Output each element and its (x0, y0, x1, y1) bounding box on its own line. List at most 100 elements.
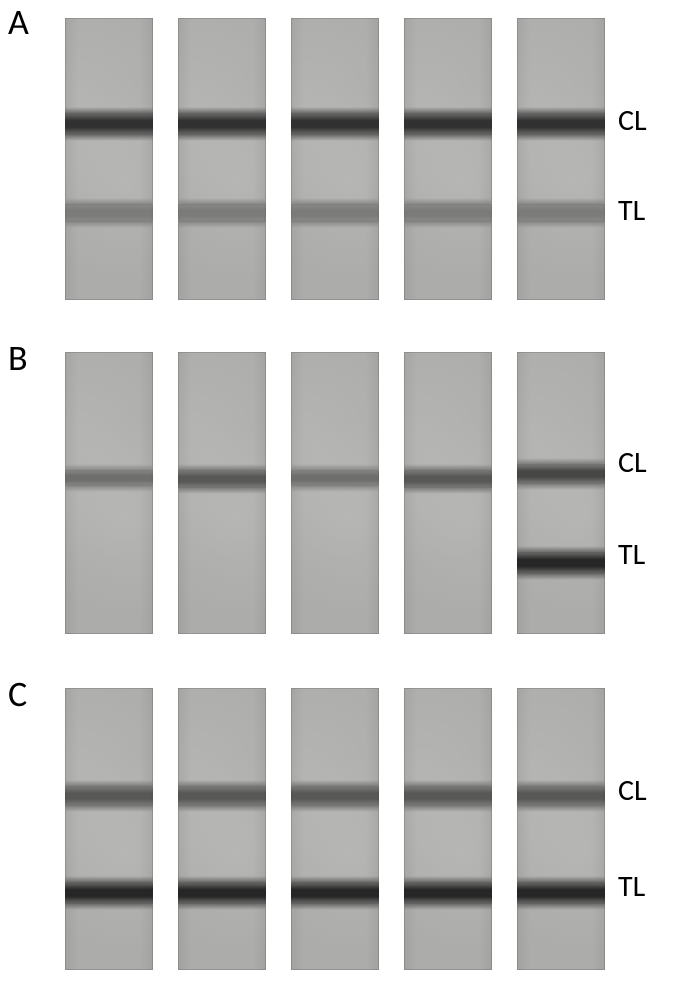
label-tl-C: TL (618, 868, 645, 905)
band-bottom-fade (65, 904, 153, 910)
band-core (291, 113, 379, 135)
strip-shade (404, 18, 492, 300)
band-B-5-2 (517, 546, 605, 580)
strip-shade (517, 352, 605, 634)
band-core (517, 882, 605, 904)
band-B-3-1 (291, 464, 379, 492)
strip-A-3 (291, 18, 379, 300)
strip-B-5 (517, 352, 605, 634)
band-core (291, 470, 379, 486)
band-A-5-2 (517, 198, 605, 228)
strip-B-1 (65, 352, 153, 634)
band-bottom-fade (517, 904, 605, 910)
band-C-3-2 (291, 876, 379, 910)
band-A-3-2 (291, 198, 379, 228)
band-core (291, 204, 379, 222)
strip-A-2 (178, 18, 266, 300)
band-bottom-fade (404, 222, 492, 228)
band-B-4-1 (404, 464, 492, 494)
band-core (517, 113, 605, 135)
band-bottom-fade (404, 488, 492, 494)
strip-shade (178, 18, 266, 300)
band-B-2-1 (178, 464, 266, 494)
strip-shade (65, 18, 153, 300)
band-core (178, 470, 266, 488)
strip-shade (291, 18, 379, 300)
band-bottom-fade (291, 486, 379, 492)
band-B-5-1 (517, 458, 605, 490)
band-C-3-1 (291, 780, 379, 812)
band-core (178, 882, 266, 904)
lateral-flow-figure: A B C CLTLCLTLCLTL (0, 0, 688, 1000)
band-core (65, 786, 153, 806)
panel-label-c: C (8, 672, 27, 716)
band-core (178, 113, 266, 135)
band-C-1-1 (65, 780, 153, 812)
band-core (404, 204, 492, 222)
band-bottom-fade (65, 486, 153, 492)
band-core (517, 786, 605, 806)
band-C-2-2 (178, 876, 266, 910)
band-core (178, 204, 266, 222)
strip-B-3 (291, 352, 379, 634)
band-bottom-fade (291, 222, 379, 228)
strip-shade (517, 18, 605, 300)
band-C-5-1 (517, 780, 605, 812)
band-bottom-fade (178, 222, 266, 228)
strip-C-2 (178, 688, 266, 970)
band-core (291, 786, 379, 806)
strip-B-2 (178, 352, 266, 634)
strip-C-3 (291, 688, 379, 970)
label-cl-A: CL (618, 102, 647, 139)
band-core (65, 470, 153, 486)
band-core (65, 882, 153, 904)
band-A-1-1 (65, 107, 153, 141)
band-bottom-fade (404, 806, 492, 812)
band-core (517, 204, 605, 222)
band-bottom-fade (404, 135, 492, 141)
band-bottom-fade (517, 574, 605, 580)
label-tl-A: TL (618, 192, 645, 229)
band-C-4-2 (404, 876, 492, 910)
strip-shade (517, 688, 605, 970)
band-core (404, 113, 492, 135)
band-bottom-fade (291, 806, 379, 812)
band-C-1-2 (65, 876, 153, 910)
band-C-5-2 (517, 876, 605, 910)
strip-C-1 (65, 688, 153, 970)
band-A-5-1 (517, 107, 605, 141)
strip-A-1 (65, 18, 153, 300)
panel-label-b: B (8, 336, 28, 380)
band-A-3-1 (291, 107, 379, 141)
band-bottom-fade (291, 904, 379, 910)
band-core (404, 882, 492, 904)
strip-shade (404, 688, 492, 970)
band-bottom-fade (517, 222, 605, 228)
band-C-2-1 (178, 780, 266, 812)
band-B-1-1 (65, 464, 153, 492)
strip-shade (291, 688, 379, 970)
band-bottom-fade (65, 135, 153, 141)
band-bottom-fade (178, 135, 266, 141)
band-core (178, 786, 266, 806)
band-bottom-fade (517, 484, 605, 490)
band-A-2-2 (178, 198, 266, 228)
band-core (404, 786, 492, 806)
strip-C-4 (404, 688, 492, 970)
strip-A-4 (404, 18, 492, 300)
strip-shade (65, 688, 153, 970)
band-core (291, 882, 379, 904)
strip-shade (291, 352, 379, 634)
band-bottom-fade (291, 135, 379, 141)
band-core (404, 470, 492, 488)
band-A-2-1 (178, 107, 266, 141)
strip-shade (65, 352, 153, 634)
band-A-4-1 (404, 107, 492, 141)
band-core (517, 552, 605, 574)
band-A-4-2 (404, 198, 492, 228)
band-bottom-fade (65, 806, 153, 812)
band-core (517, 464, 605, 484)
band-bottom-fade (178, 806, 266, 812)
strip-B-4 (404, 352, 492, 634)
band-bottom-fade (517, 135, 605, 141)
